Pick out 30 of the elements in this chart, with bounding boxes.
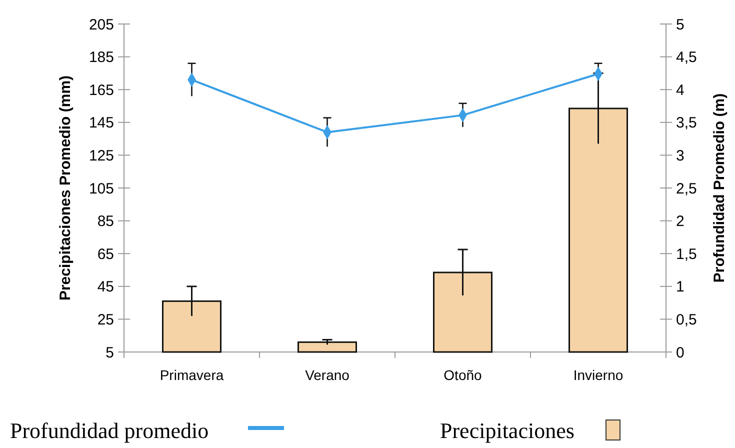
y-tick-label: 185	[88, 49, 114, 66]
y2-axis-title: Profundidad Promedio (m)	[711, 93, 728, 283]
y-tick-label: 85	[97, 213, 114, 230]
x-tick-label: Verano	[305, 367, 350, 383]
y2-tick-label: 3	[676, 147, 684, 164]
x-tick-label: Otoño	[444, 367, 482, 383]
y2-tick-label: 4	[676, 82, 684, 99]
legend-label: Precipitaciones	[440, 418, 574, 443]
y2-tick-label: 3,5	[676, 114, 697, 132]
y2-tick-label: 2	[676, 213, 684, 230]
y-tick-label: 125	[88, 147, 114, 164]
y2-tick-label: 4,5	[676, 49, 697, 66]
x-tick-label: Primavera	[160, 367, 224, 383]
y-tick-label: 45	[97, 278, 114, 296]
legend-label: Profundidad promedio	[10, 418, 209, 443]
y-tick-label: 145	[88, 114, 114, 132]
y-tick-label: 5	[106, 344, 114, 362]
y-tick-label: 25	[97, 311, 114, 328]
y2-tick-label: 5	[676, 16, 684, 34]
y-tick-label: 105	[88, 180, 114, 198]
x-tick-label: Invierno	[573, 367, 624, 383]
y-tick-label: 65	[97, 246, 114, 263]
y2-tick-label: 0	[676, 344, 684, 362]
y2-tick-label: 2,5	[676, 180, 697, 198]
y-tick-label: 205	[88, 16, 114, 34]
y2-tick-label: 1,5	[676, 246, 697, 263]
y2-tick-label: 0,5	[676, 311, 697, 328]
y-axis-title: Precipitaciones Promedio (mm)	[57, 75, 74, 301]
y-tick-label: 165	[88, 82, 114, 99]
y2-tick-label: 1	[676, 278, 684, 296]
